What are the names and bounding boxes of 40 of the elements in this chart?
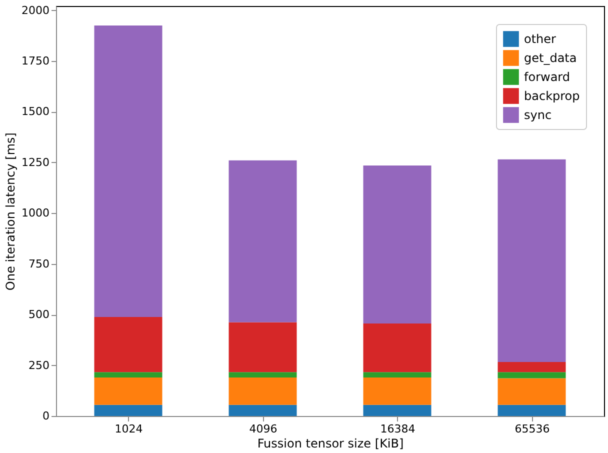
bar <box>498 362 566 372</box>
bar <box>363 323 432 372</box>
bar <box>228 404 297 416</box>
x-axis-title: Fussion tensor size [KiB] <box>257 436 404 450</box>
legend-label: other <box>524 32 556 46</box>
y-tick-label: 0 <box>42 410 50 422</box>
x-tick-label: 65536 <box>514 422 550 436</box>
legend-label: backprop <box>524 89 580 103</box>
y-axis-title: One iteration latency [ms] <box>4 132 18 290</box>
bar <box>94 404 162 416</box>
bar <box>228 377 297 405</box>
bar <box>94 317 162 372</box>
y-tick-label: 1000 <box>22 206 50 220</box>
y-tick-label: 500 <box>28 308 50 322</box>
x-tick-label: 1024 <box>114 422 143 436</box>
bar <box>94 372 162 378</box>
legend-label: forward <box>524 70 570 84</box>
bar <box>228 322 297 372</box>
x-tick-label: 16384 <box>380 422 416 436</box>
bar <box>94 25 162 317</box>
bar <box>363 404 432 416</box>
bar <box>94 377 162 405</box>
y-tick-label: 750 <box>28 257 50 270</box>
y-tick-label: 1500 <box>22 105 50 118</box>
bar <box>228 372 297 378</box>
y-tick-label: 1250 <box>22 156 50 169</box>
bar <box>498 404 566 416</box>
bar <box>363 377 432 405</box>
legend-label: get_data <box>524 51 577 65</box>
bar <box>498 159 566 362</box>
legend-label: sync <box>524 108 552 122</box>
bar <box>363 372 432 378</box>
bar <box>228 160 297 322</box>
x-tick-label: 4096 <box>249 422 278 436</box>
bar <box>498 372 566 378</box>
y-tick-label: 250 <box>28 358 50 372</box>
y-tick-label: 2000 <box>22 4 50 17</box>
bar <box>363 165 432 324</box>
y-tick-label: 1750 <box>22 54 50 68</box>
bar <box>498 378 566 405</box>
